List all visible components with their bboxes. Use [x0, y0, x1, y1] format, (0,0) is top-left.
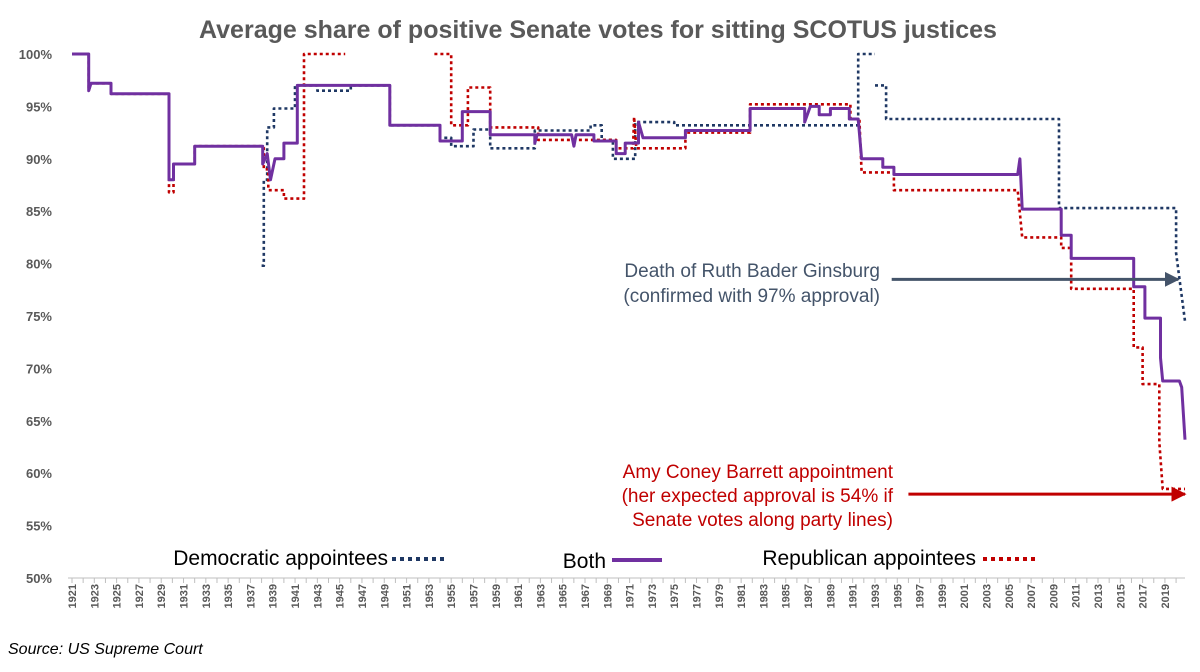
x-tick-label: 1953: [424, 584, 436, 608]
y-tick-label: 55%: [26, 519, 52, 534]
annotation-acb-line: Senate votes along party lines): [632, 510, 893, 531]
annotation-rbg-line: Death of Ruth Bader Ginsburg: [624, 261, 880, 282]
x-tick-label: 1933: [201, 584, 213, 608]
x-tick-label: 1995: [892, 584, 904, 608]
x-tick-label: 1951: [402, 584, 414, 608]
x-tick-label: 1985: [781, 584, 793, 608]
x-tick-label: 1947: [357, 584, 369, 608]
source-note: Source: US Supreme Court: [8, 641, 203, 658]
y-tick-label: 80%: [26, 257, 52, 272]
series-democratic-line: [261, 52, 875, 268]
x-tick-label: 1963: [535, 584, 547, 608]
x-tick-label: 1979: [714, 584, 726, 608]
x-tick-label: 1983: [758, 584, 770, 608]
x-tick-label: 1977: [692, 584, 704, 608]
y-tick-label: 75%: [26, 309, 52, 324]
series-republican-line: [72, 52, 346, 200]
x-tick-label: 2019: [1160, 584, 1172, 608]
x-tick-label: 1991: [848, 584, 860, 608]
annotation-acb-line: Amy Coney Barrett appointment: [623, 462, 894, 483]
x-tick-label: 1925: [112, 584, 124, 608]
x-tick-label: 1987: [803, 584, 815, 608]
x-tick-label: 1927: [134, 584, 146, 608]
x-tick-label: 1939: [268, 584, 280, 608]
x-tick-label: 1931: [179, 584, 191, 608]
x-tick-label: 2001: [959, 584, 971, 608]
legend-label-democratic: Democratic appointees: [173, 547, 388, 570]
x-tick-label: 1975: [669, 584, 681, 608]
y-tick-label: 90%: [26, 152, 52, 167]
series-both-line: [72, 52, 1187, 440]
x-tick-label: 2015: [1115, 584, 1127, 608]
x-tick-label: 1999: [937, 584, 949, 608]
legend-label-both: Both: [563, 550, 606, 573]
legend-label-republican: Republican appointees: [762, 547, 976, 570]
x-tick-label: 2003: [981, 584, 993, 608]
annotation-acb-line: (her expected approval is 54% if: [622, 486, 894, 507]
x-tick-label: 1929: [156, 584, 168, 608]
annotations: Death of Ruth Bader Ginsburg (confirmed w…: [622, 261, 1187, 531]
x-tick-label: 1941: [290, 584, 302, 608]
x-tick-label: 1943: [312, 584, 324, 608]
x-tick-label: 1993: [870, 584, 882, 608]
y-tick-label: 65%: [26, 414, 52, 429]
y-axis: 50% 55% 60% 65% 70% 75% 80% 85% 90% 95% 100%: [19, 47, 53, 586]
x-tick-label: 1973: [647, 584, 659, 608]
x-tick-label: 1937: [245, 584, 257, 608]
x-tick-label: 1959: [491, 584, 503, 608]
annotation-rbg-line: (confirmed with 97% approval): [623, 286, 880, 307]
x-tick-label: 1921: [67, 584, 79, 608]
x-tick-label: 1955: [446, 584, 458, 608]
x-axis: 1921 1923 1925 1927 1929 1931 1933 1935 1937 1939…: [67, 577, 1185, 608]
y-tick-label: 50%: [26, 571, 52, 586]
x-tick-label: 1949: [379, 584, 391, 608]
x-tick-label: 2009: [1048, 584, 1060, 608]
x-tick-label: 1989: [825, 584, 837, 608]
x-tick-label: 2013: [1093, 584, 1105, 608]
x-tick-label: 2007: [1026, 584, 1038, 608]
x-tick-label: 2017: [1138, 584, 1150, 608]
y-tick-label: 85%: [26, 204, 52, 219]
y-tick-label: 70%: [26, 361, 52, 376]
x-tick-label: 1965: [558, 584, 570, 608]
x-tick-label: 1981: [736, 584, 748, 608]
x-tick-label: 2005: [1004, 584, 1016, 608]
x-tick-label: 2011: [1071, 584, 1083, 608]
x-tick-label: 1961: [513, 584, 525, 608]
y-tick-label: 100%: [19, 47, 53, 62]
x-tick-label: 1971: [625, 584, 637, 608]
x-tick-label: 1957: [468, 584, 480, 608]
x-tick-label: 1967: [580, 584, 592, 608]
x-tick-label: 1923: [89, 584, 101, 608]
legend: Democratic appointees Both Republican ap…: [173, 547, 1036, 573]
y-tick-label: 95%: [26, 99, 52, 114]
x-tick-label: 1969: [602, 584, 614, 608]
x-tick-label: 1997: [915, 584, 927, 608]
series-layer: [72, 52, 1187, 491]
x-tick-label: 1945: [335, 584, 347, 608]
chart-title: Average share of positive Senate votes f…: [199, 16, 997, 44]
x-tick-label: 1935: [223, 584, 235, 608]
y-tick-label: 60%: [26, 466, 52, 481]
